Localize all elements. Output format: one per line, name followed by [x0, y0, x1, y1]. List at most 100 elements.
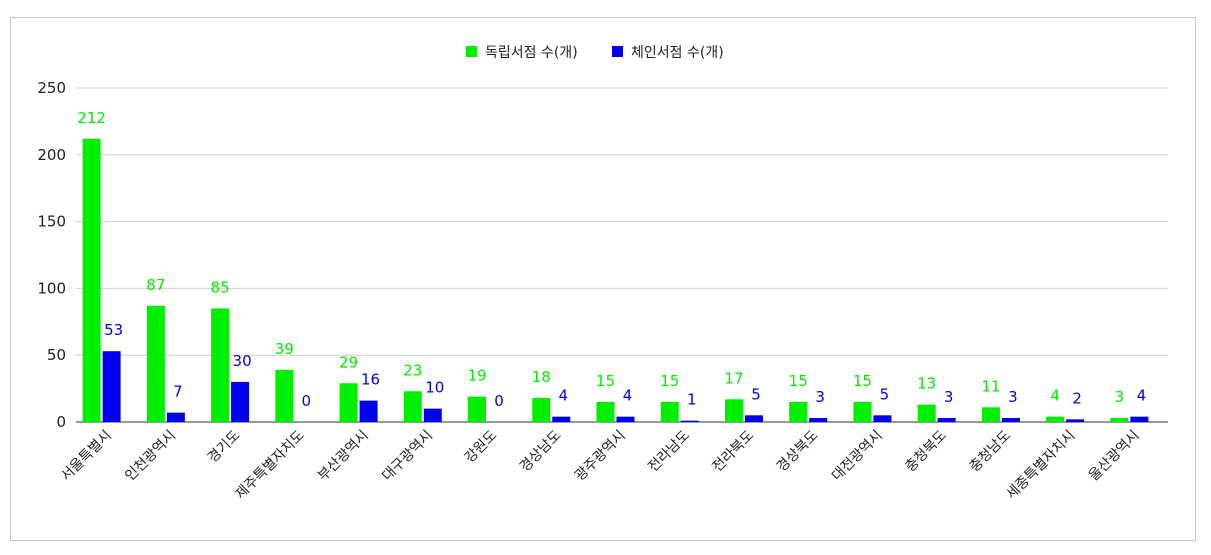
independent-bar-15	[1046, 416, 1065, 422]
independent-bar-2	[211, 308, 230, 422]
x-tick-label: 대전광역시	[829, 428, 886, 485]
y-tick-label: 150	[37, 213, 66, 231]
independent-bar-8	[596, 401, 615, 422]
data-label: 2	[1072, 389, 1082, 407]
data-label: 3	[944, 388, 954, 406]
data-label: 3	[815, 388, 825, 406]
data-label: 5	[880, 385, 890, 403]
x-tick-label: 충청북도	[902, 427, 950, 475]
independent-bar-12	[853, 401, 872, 422]
chain-bar-2	[231, 381, 250, 422]
x-tick-label: 충청남도	[966, 427, 1014, 475]
data-label: 7	[173, 383, 183, 401]
data-label: 29	[339, 353, 358, 371]
data-label: 212	[77, 109, 106, 127]
data-label: 5	[751, 385, 761, 403]
chain-bar-12	[873, 415, 892, 422]
x-tick-label: 경상남도	[517, 427, 565, 475]
x-tick-label: 대구광역시	[379, 428, 436, 485]
x-tick-label: 경상북도	[774, 427, 822, 475]
x-tick-label: 인천광역시	[122, 428, 179, 485]
y-axis-ticks: 0 50 100 150 200 250	[37, 79, 66, 431]
bars	[82, 138, 1149, 422]
y-tick-label: 250	[37, 79, 66, 97]
chain-bar-16	[1130, 416, 1149, 422]
data-label: 0	[302, 392, 312, 410]
independent-bar-4	[339, 383, 358, 422]
data-label: 39	[275, 340, 294, 358]
y-tick-label: 50	[47, 346, 66, 364]
data-label: 4	[558, 387, 568, 405]
legend-label: 독립서점 수(개)	[485, 45, 578, 61]
legend-swatch	[612, 46, 623, 57]
data-label: 17	[724, 369, 743, 387]
chain-bar-7	[552, 416, 571, 422]
data-label: 15	[660, 372, 679, 390]
x-tick-label: 제주특별자치도	[233, 427, 308, 502]
chain-bar-5	[423, 408, 442, 422]
data-label: 4	[1050, 387, 1060, 405]
data-label: 18	[532, 368, 551, 386]
independent-bar-14	[981, 407, 1000, 422]
chain-bar-4	[359, 400, 378, 422]
x-tick-label: 경기도	[205, 427, 244, 466]
gridlines	[76, 87, 1168, 423]
x-tick-label: 강원도	[462, 427, 501, 466]
data-label: 16	[361, 371, 380, 389]
data-label: 0	[494, 392, 504, 410]
data-label: 15	[596, 372, 615, 390]
y-tick-label: 100	[37, 279, 66, 297]
independent-bar-16	[1110, 417, 1129, 422]
chain-bar-14	[1001, 417, 1020, 422]
x-tick-label: 울산광역시	[1086, 428, 1143, 485]
x-tick-label: 전라북도	[710, 427, 758, 475]
x-tick-label: 서울특별시	[58, 428, 115, 485]
data-label: 23	[403, 361, 422, 379]
data-label: 15	[853, 372, 872, 390]
data-label: 15	[789, 372, 808, 390]
data-label: 4	[1137, 387, 1147, 405]
y-tick-label: 200	[37, 146, 66, 164]
chain-bar-8	[616, 416, 635, 422]
x-tick-label: 광주광역시	[572, 428, 629, 485]
x-tick-label: 전라남도	[645, 427, 693, 475]
data-label: 3	[1115, 388, 1125, 406]
independent-bar-9	[660, 401, 679, 422]
data-label: 4	[623, 387, 633, 405]
chain-bar-13	[937, 417, 956, 422]
x-tick-label: 부산광역시	[315, 428, 372, 485]
independent-bar-0	[82, 138, 101, 422]
independent-bar-11	[789, 401, 808, 422]
chain-bar-1	[166, 412, 185, 422]
data-label: 53	[104, 321, 123, 339]
x-tick-label: 세종특별자치시	[1003, 428, 1078, 503]
data-label: 1	[687, 391, 697, 409]
data-label: 10	[425, 379, 444, 397]
independent-bar-6	[468, 396, 487, 422]
independent-bar-13	[917, 404, 936, 422]
independent-bar-1	[146, 305, 165, 422]
data-label: 3	[1008, 388, 1018, 406]
chain-bar-0	[102, 351, 121, 422]
chain-bar-9	[680, 420, 699, 422]
chain-bar-10	[744, 415, 763, 422]
chain-bar-11	[809, 417, 828, 422]
independent-bar-5	[403, 391, 422, 422]
independent-bar-7	[532, 397, 551, 422]
independent-bar-3	[275, 369, 294, 422]
y-tick-label: 0	[56, 413, 66, 431]
legend-label: 체인서점 수(개)	[631, 45, 724, 61]
data-label: 13	[917, 375, 936, 393]
data-label: 19	[467, 367, 486, 385]
data-label: 11	[981, 377, 1000, 395]
legend: 독립서점 수(개) 체인서점 수(개)	[466, 45, 724, 61]
legend-swatch	[466, 46, 477, 57]
data-label: 30	[233, 352, 252, 370]
data-label: 85	[211, 278, 230, 296]
chain-bar-15	[1066, 419, 1085, 422]
data-label: 87	[146, 276, 165, 294]
chart-frame	[10, 17, 1196, 541]
